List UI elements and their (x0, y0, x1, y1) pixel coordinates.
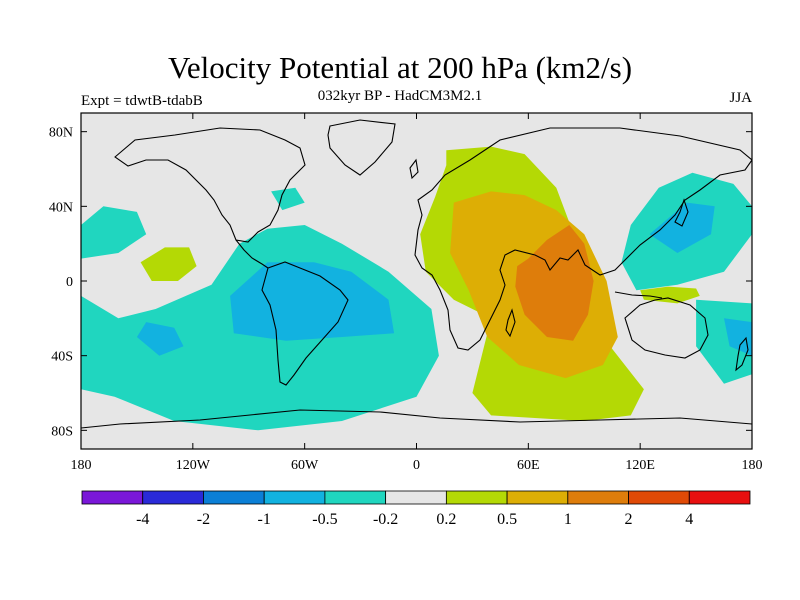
contour-region-13 (724, 318, 752, 356)
contour-region-11 (649, 202, 715, 253)
colorbar-label: 2 (625, 511, 633, 528)
colorbar-label: 4 (685, 511, 693, 528)
colorbar-label: -4 (136, 511, 149, 528)
colorbar-swatch (445, 490, 508, 505)
colorbar-label: -2 (197, 511, 210, 528)
x-tick-label: 120W (176, 458, 211, 473)
colorbar-label: -0.2 (373, 511, 398, 528)
contour-region-4 (640, 286, 700, 304)
y-tick-label: 40S (51, 350, 73, 365)
colorbar-swatch (263, 490, 326, 505)
colorbar-swatch (688, 490, 751, 505)
chart-subtitle: 032kyr BP - HadCM3M2.1 (317, 88, 483, 104)
map-axes: 180 120W 60W 0 60E 120E 180 80N 40N 0 40S 80S (49, 113, 763, 473)
colorbar-label: -1 (258, 511, 271, 528)
contour-region-5 (140, 247, 197, 281)
colorbar-label: 1 (564, 511, 572, 528)
experiment-label: Expt = tdwtB-tdabB (81, 93, 203, 109)
colorbar-label: 0.2 (436, 511, 456, 528)
y-tick-label: 40N (49, 200, 73, 215)
x-tick-label: 60W (291, 458, 319, 473)
y-tick-label: 80S (51, 424, 73, 439)
x-tick-label: 180 (71, 458, 92, 473)
colorbar-swatch (324, 490, 387, 505)
colorbar-swatch (81, 490, 144, 505)
colorbar-swatch (203, 490, 265, 505)
contour-fill-layer (81, 146, 752, 431)
colorbar: -4 -2 -1 -0.5 -0.2 0.2 0.5 1 2 4 (81, 490, 751, 528)
contour-region-7 (230, 262, 395, 341)
colorbar-swatch (385, 490, 447, 505)
colorbar-swatch (506, 490, 569, 505)
colorbar-swatch (567, 490, 629, 505)
colorbar-swatch (628, 490, 690, 505)
colorbar-swatch (142, 490, 204, 505)
y-tick-label: 80N (49, 126, 73, 141)
chart-title: Velocity Potential at 200 hPa (km2/s) (167, 50, 633, 85)
season-label: JJA (729, 90, 752, 106)
x-tick-label: 0 (413, 458, 420, 473)
x-tick-label: 180 (742, 458, 763, 473)
colorbar-label: 0.5 (497, 511, 517, 528)
y-tick-label: 0 (66, 275, 73, 290)
contour-region-9 (81, 206, 147, 259)
colorbar-label: -0.5 (312, 511, 337, 528)
coastline-layer (81, 119, 752, 429)
contour-region-8 (136, 322, 184, 356)
x-tick-label: 120E (625, 458, 655, 473)
x-tick-label: 60E (517, 458, 540, 473)
